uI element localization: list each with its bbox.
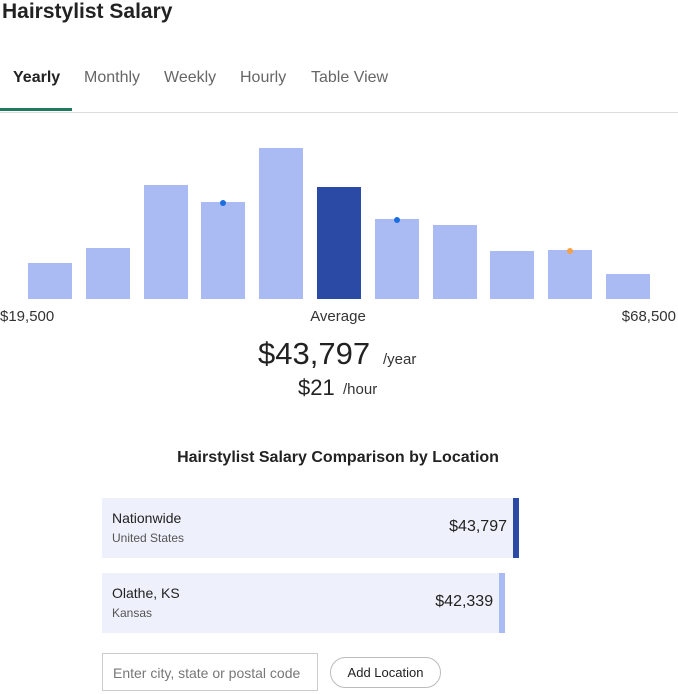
location-card: Nationwide United States $43,797 [102, 498, 519, 558]
location-value: $42,339 [435, 593, 494, 610]
yearly-salary: $43,797 [258, 336, 371, 371]
value-bar [499, 573, 506, 633]
tab[interactable]: Weekly [164, 69, 217, 86]
location-input[interactable]: Enter city, state or postal code [102, 653, 318, 691]
yearly-unit: /year [383, 351, 417, 368]
histogram-bar [201, 202, 246, 299]
location-card: Olathe, KS Kansas $42,339 [102, 573, 506, 633]
max-label: $68,500 [621, 308, 676, 325]
histogram-bar [143, 185, 188, 299]
location-sub: United States [112, 531, 185, 545]
hourly-unit: /hour [343, 381, 378, 398]
histogram-bar [85, 248, 130, 299]
histogram-bar [432, 225, 477, 299]
add-location-button[interactable]: Add Location [330, 657, 441, 688]
marker-dot [393, 217, 400, 223]
location-name: Olathe, KS [112, 585, 180, 601]
tab[interactable]: Monthly [84, 69, 141, 86]
tab[interactable]: Table View [311, 69, 389, 86]
divider [0, 112, 678, 113]
min-label: $19,500 [0, 308, 55, 325]
tab[interactable]: Yearly [13, 69, 61, 86]
tab[interactable]: Hourly [240, 69, 287, 86]
center-label: Average [310, 308, 366, 325]
marker-dot [567, 248, 574, 254]
location-value: $43,797 [449, 518, 507, 535]
histogram-bar [259, 148, 304, 299]
page-title: Hairstylist Salary [2, 0, 173, 23]
location-name: Nationwide [112, 510, 182, 526]
histogram-bar [28, 263, 72, 299]
comparison-title: Hairstylist Salary Comparison by Locatio… [177, 449, 499, 466]
value-bar [513, 498, 519, 558]
histogram-bar [490, 251, 535, 299]
tab-underline [0, 108, 72, 111]
histogram-bar [317, 187, 361, 299]
histogram-bar [548, 250, 593, 299]
histogram-bar [374, 219, 419, 299]
input-placeholder: Enter city, state or postal code [113, 665, 301, 681]
location-sub: Kansas [112, 606, 153, 620]
histogram-bar [606, 274, 650, 299]
marker-dot [220, 200, 227, 206]
hourly-salary: $21 [298, 375, 335, 400]
